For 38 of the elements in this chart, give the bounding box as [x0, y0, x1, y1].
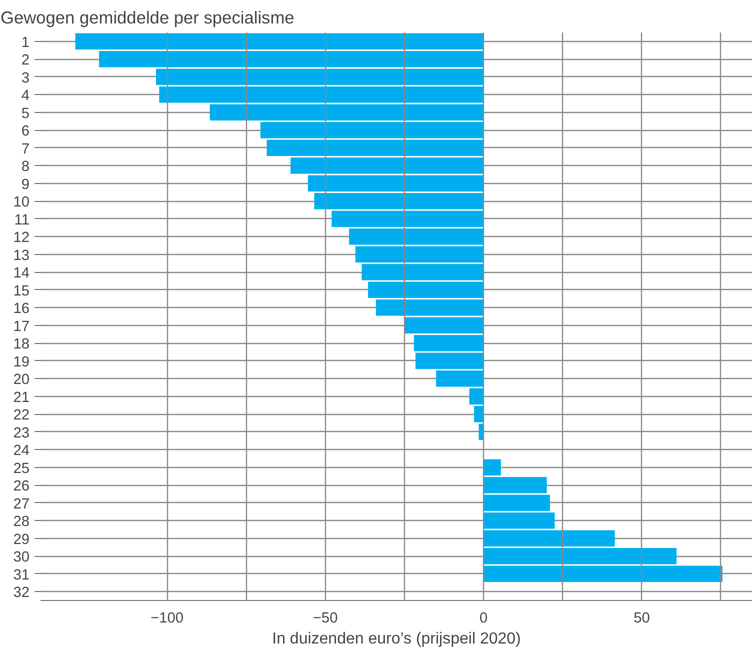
y-tick-label: 10 [13, 194, 30, 211]
y-tick-label: 4 [21, 88, 30, 104]
chart-title: Gewogen gemiddelde per specialisme [0, 8, 294, 28]
x-axis-title: In duizenden euro’s (prijspeil 2020) [272, 630, 521, 648]
y-tick-label: 16 [13, 301, 30, 318]
y-tick-label: 1 [21, 34, 30, 51]
y-tick-label: 14 [13, 266, 30, 282]
y-tick-label: 5 [21, 106, 30, 122]
y-tick-label: 29 [13, 532, 30, 548]
y-tick-label: 12 [13, 230, 30, 246]
y-tick-label: 22 [13, 408, 30, 424]
y-tick-label: 9 [21, 176, 30, 193]
x-tick-label: 0 [479, 610, 488, 626]
y-tick-label: 27 [13, 496, 30, 512]
y-tick-label: 28 [13, 514, 30, 530]
x-tick-label: −50 [312, 610, 338, 626]
y-tick-label: 31 [13, 567, 30, 584]
y-tick-label: 3 [21, 70, 30, 86]
y-tick-label: 26 [13, 478, 30, 495]
y-tick-label: 23 [13, 425, 30, 442]
y-tick-label: 18 [13, 336, 30, 353]
x-tick-label: −100 [150, 610, 184, 626]
y-tick-label: 20 [13, 372, 30, 388]
y-tick-label: 7 [21, 141, 30, 158]
y-tick-label: 24 [13, 443, 30, 460]
y-tick-label: 32 [13, 585, 30, 602]
x-tick-label: 50 [634, 610, 650, 626]
y-tick-label: 15 [13, 283, 30, 300]
y-tick-label: 13 [13, 248, 30, 264]
y-tick-label: 19 [13, 354, 30, 370]
y-tick-label: 30 [13, 550, 30, 566]
y-tick-label: 25 [13, 460, 30, 477]
y-tick-label: 11 [14, 212, 30, 228]
y-tick-label: 17 [13, 318, 30, 335]
y-tick-label: 8 [21, 159, 30, 176]
y-tick-label: 21 [13, 390, 30, 406]
y-tick-label: 6 [21, 124, 30, 140]
y-tick-label: 2 [21, 52, 30, 69]
